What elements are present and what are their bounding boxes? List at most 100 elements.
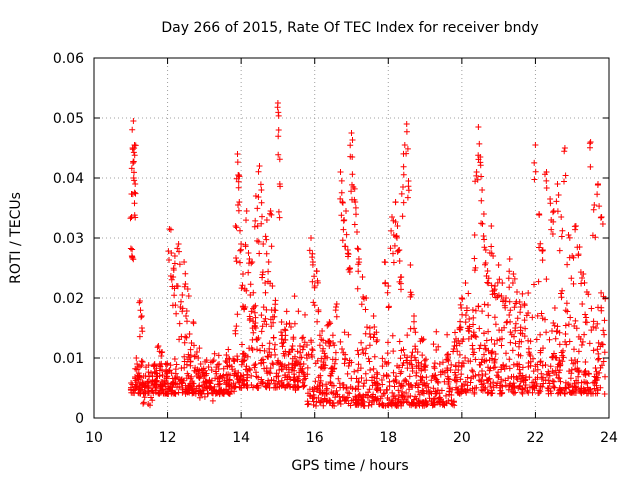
data-point-marker [544, 385, 551, 392]
data-point-marker [275, 151, 282, 158]
data-point-marker [493, 372, 500, 379]
data-point-marker [423, 374, 430, 381]
data-point-marker [170, 267, 177, 273]
data-point-marker [567, 314, 574, 321]
data-point-marker [576, 244, 583, 250]
data-point-marker [360, 394, 367, 401]
data-point-marker [478, 173, 485, 180]
data-point-marker [407, 382, 414, 388]
chart-title: Day 266 of 2015, Rate Of TEC Index for r… [161, 20, 538, 36]
data-point-marker [404, 332, 411, 339]
data-point-marker [238, 285, 245, 292]
data-point-marker [241, 306, 248, 313]
data-point-marker [392, 377, 399, 383]
data-point-marker [553, 198, 560, 205]
data-point-marker [586, 340, 593, 347]
data-point-marker [482, 345, 489, 352]
data-point-marker [219, 373, 226, 380]
data-point-marker [501, 324, 508, 331]
data-point-marker [398, 286, 404, 293]
data-point-marker [183, 361, 190, 368]
data-point-marker [394, 234, 400, 241]
data-point-marker [132, 142, 139, 149]
data-point-marker [228, 363, 235, 370]
data-point-marker [393, 402, 400, 409]
data-point-marker [522, 325, 529, 332]
data-point-marker [551, 378, 557, 385]
data-point-marker [339, 199, 346, 205]
data-point-marker [156, 373, 163, 379]
data-point-marker [309, 278, 316, 285]
data-point-marker [479, 308, 486, 315]
data-point-marker [333, 387, 340, 394]
data-point-marker [498, 376, 505, 383]
data-point-marker [445, 357, 452, 364]
data-point-marker [189, 390, 196, 397]
data-point-marker [255, 168, 262, 175]
data-point-marker [258, 360, 265, 367]
data-point-marker [319, 348, 326, 354]
data-point-marker [543, 276, 550, 283]
data-point-marker [507, 339, 514, 346]
data-point-marker [469, 342, 476, 349]
data-point-marker [242, 366, 249, 373]
data-point-marker [558, 214, 565, 220]
data-point-marker [383, 386, 390, 393]
data-point-marker [549, 378, 556, 384]
data-point-marker [174, 283, 181, 290]
data-point-marker [270, 361, 277, 368]
data-point-marker [403, 357, 410, 364]
data-point-marker [349, 137, 356, 143]
data-point-marker [238, 241, 245, 247]
data-point-marker [370, 313, 377, 319]
data-point-marker [130, 118, 137, 124]
data-point-marker [135, 364, 142, 370]
data-point-marker [255, 194, 262, 200]
data-point-marker [397, 274, 404, 281]
data-point-marker [172, 302, 179, 309]
data-point-marker [241, 381, 248, 388]
data-point-marker [469, 368, 476, 375]
x-axis-ticks: 10 12 14 16 18 20 22 24 [85, 58, 618, 446]
data-point-marker [416, 381, 422, 388]
data-point-marker [253, 383, 260, 390]
data-point-marker [539, 247, 546, 254]
data-point-marker [511, 275, 518, 282]
data-point-marker [248, 372, 255, 379]
data-point-marker [148, 394, 154, 401]
data-point-marker [498, 293, 505, 299]
data-point-marker [270, 334, 277, 341]
data-point-marker [167, 362, 174, 369]
data-point-marker [314, 357, 321, 364]
data-point-marker [308, 235, 314, 241]
data-point-marker [488, 223, 495, 229]
data-point-marker [320, 402, 327, 409]
data-point-marker [550, 383, 557, 390]
data-point-marker [243, 287, 250, 294]
data-points [127, 100, 609, 409]
data-point-marker [355, 378, 362, 385]
data-point-marker [551, 322, 558, 329]
data-point-marker [490, 253, 497, 259]
data-point-marker [382, 259, 389, 266]
data-point-marker [173, 310, 180, 317]
data-point-marker [396, 258, 403, 264]
data-point-marker [484, 279, 491, 286]
data-point-marker [513, 374, 520, 381]
data-point-marker [531, 176, 538, 183]
data-point-marker [454, 385, 461, 392]
data-point-marker [168, 250, 175, 256]
data-point-marker [278, 319, 285, 325]
data-point-marker [278, 329, 285, 336]
x-tick-label: 18 [379, 430, 397, 446]
data-point-marker [341, 329, 348, 336]
data-point-marker [251, 364, 258, 371]
data-point-marker [440, 359, 446, 366]
data-point-marker [275, 127, 282, 133]
data-point-marker [181, 283, 188, 290]
data-point-marker [225, 346, 232, 353]
data-point-marker [390, 348, 397, 355]
data-point-marker [437, 371, 444, 378]
data-point-marker [485, 275, 492, 282]
